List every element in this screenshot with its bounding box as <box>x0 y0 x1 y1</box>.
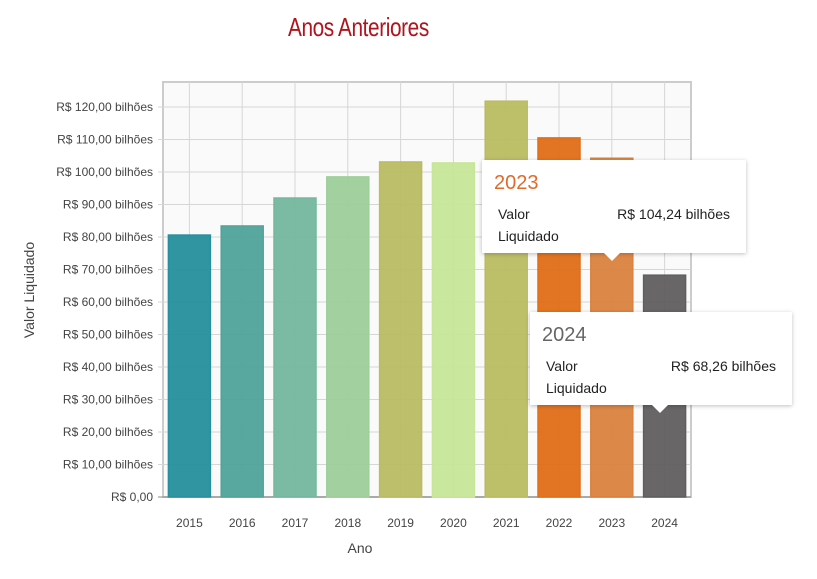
y-tick-label: R$ 10,00 bilhões <box>63 458 153 472</box>
tooltip-label-2: Liquidado <box>498 228 559 244</box>
x-axis-label: Ano <box>348 540 373 556</box>
tooltip-arrow <box>652 405 668 413</box>
tooltip-year: 2023 <box>494 172 539 194</box>
x-tick-label: 2016 <box>229 516 256 530</box>
y-tick-label: R$ 110,00 bilhões <box>57 133 153 147</box>
tooltip-label: Valor <box>546 358 578 374</box>
x-tick-label: 2015 <box>176 516 203 530</box>
tooltip-arrow <box>604 253 620 261</box>
bar-2015 <box>167 234 212 498</box>
tooltip-2024: 2024 Valor R$ 68,26 bilhões Liquidado <box>530 312 792 413</box>
x-tick-label: 2020 <box>440 516 467 530</box>
bar-2016 <box>220 225 264 498</box>
x-tick-label: 2019 <box>387 516 414 530</box>
y-tick-label: R$ 40,00 bilhões <box>63 360 153 374</box>
x-tick-label: 2018 <box>334 516 361 530</box>
bar-2018 <box>326 176 370 498</box>
tooltip-year: 2024 <box>542 324 587 346</box>
y-tick-label: R$ 60,00 bilhões <box>63 295 153 309</box>
tooltip-value: R$ 68,26 bilhões <box>670 358 776 374</box>
y-axis-label: Valor Liquidado <box>21 242 37 338</box>
chart-title: Anos Anteriores <box>287 12 429 42</box>
x-tick-label: 2023 <box>598 516 625 530</box>
x-tick-label: 2022 <box>546 516 573 530</box>
tooltip-value: R$ 104,24 bilhões <box>617 206 730 222</box>
y-tick-label: R$ 100,00 bilhões <box>56 165 153 179</box>
y-tick-label: R$ 90,00 bilhões <box>63 198 153 212</box>
x-tick-label: 2017 <box>282 516 309 530</box>
y-tick-label: R$ 80,00 bilhões <box>63 230 153 244</box>
tooltip-2023: 2023 Valor R$ 104,24 bilhões Liquidado <box>482 160 746 261</box>
y-tick-label: R$ 120,00 bilhões <box>56 100 153 114</box>
x-tick-label: 2024 <box>651 516 678 530</box>
tooltip-label: Valor <box>498 206 530 222</box>
y-tick-label: R$ 30,00 bilhões <box>63 393 153 407</box>
x-tick-label: 2021 <box>493 516 520 530</box>
y-tick-label: R$ 0,00 <box>111 490 153 504</box>
bar-2019 <box>378 161 423 498</box>
tooltip-label-2: Liquidado <box>546 380 607 396</box>
y-tick-label: R$ 70,00 bilhões <box>63 263 153 277</box>
bar-2017 <box>273 197 317 498</box>
y-tick-label: R$ 50,00 bilhões <box>63 328 153 342</box>
bar-2020 <box>431 162 476 498</box>
y-tick-label: R$ 20,00 bilhões <box>63 425 153 439</box>
